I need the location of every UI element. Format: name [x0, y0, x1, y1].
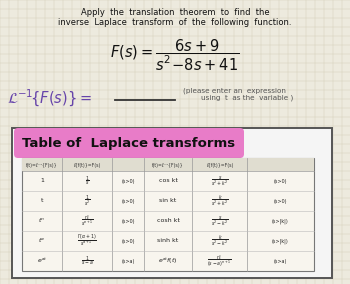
Text: $\mathcal{L}^{-1}\!\{F(s)\}=$: $\mathcal{L}^{-1}\!\{F(s)\}=$ — [7, 88, 92, 109]
Text: (s>|k|): (s>|k|) — [272, 218, 289, 224]
Text: $\frac{1}{s^2}$: $\frac{1}{s^2}$ — [84, 193, 90, 208]
Text: (s>0): (s>0) — [121, 218, 135, 224]
Text: sinh kt: sinh kt — [158, 239, 178, 243]
FancyBboxPatch shape — [14, 128, 244, 158]
Text: (s>0): (s>0) — [121, 199, 135, 204]
Text: (s>0): (s>0) — [274, 199, 287, 204]
Text: f(t)=ℓ⁻¹{F(s)}: f(t)=ℓ⁻¹{F(s)} — [152, 162, 184, 168]
Text: cosh kt: cosh kt — [156, 218, 180, 224]
Text: inverse  Laplace  transform  of  the  following  function.: inverse Laplace transform of the followi… — [58, 18, 292, 27]
Text: t: t — [41, 199, 43, 204]
Text: $F(s)=\dfrac{6s+9}{s^2\!-\!8s+41}$: $F(s)=\dfrac{6s+9}{s^2\!-\!8s+41}$ — [110, 38, 240, 73]
Text: (s>0): (s>0) — [121, 239, 135, 243]
Text: $e^{at}f(t)$: $e^{at}f(t)$ — [158, 256, 178, 266]
Text: (s>a): (s>a) — [274, 258, 287, 264]
Text: ℓ{f(t)}=F(s): ℓ{f(t)}=F(s) — [73, 162, 101, 168]
Text: $\frac{k}{s^2+k^2}$: $\frac{k}{s^2+k^2}$ — [211, 193, 229, 208]
Text: Table of  Laplace transforms: Table of Laplace transforms — [22, 137, 236, 150]
Text: $\frac{1}{s-a}$: $\frac{1}{s-a}$ — [80, 254, 93, 268]
Text: $\frac{1}{s}$: $\frac{1}{s}$ — [84, 174, 90, 188]
Text: (s>a): (s>a) — [121, 258, 135, 264]
Text: $e^{at}$: $e^{at}$ — [37, 256, 47, 266]
Text: $\frac{s}{s^2-k^2}$: $\frac{s}{s^2-k^2}$ — [211, 214, 229, 228]
Text: Apply  the  translation  theorem  to  find  the: Apply the translation theorem to find th… — [81, 8, 269, 17]
FancyBboxPatch shape — [12, 128, 332, 278]
Text: $\frac{s}{s^2+k^2}$: $\frac{s}{s^2+k^2}$ — [211, 174, 229, 188]
Text: cos kt: cos kt — [159, 179, 177, 183]
Text: $\frac{k}{s^2-k^2}$: $\frac{k}{s^2-k^2}$ — [211, 233, 229, 248]
Text: (please enter an  expression
        using  t  as the  variable ): (please enter an expression using t as t… — [183, 87, 293, 101]
Text: (s>|k|): (s>|k|) — [272, 238, 289, 244]
FancyBboxPatch shape — [22, 158, 314, 171]
Text: (s>0): (s>0) — [274, 179, 287, 183]
Text: (s>0): (s>0) — [121, 179, 135, 183]
Text: f(t)=ℓ⁻¹{F(s)}: f(t)=ℓ⁻¹{F(s)} — [26, 162, 58, 168]
Text: $t^n$: $t^n$ — [38, 217, 46, 225]
Text: sin kt: sin kt — [159, 199, 177, 204]
FancyBboxPatch shape — [22, 158, 314, 271]
Text: $\frac{\Gamma(\alpha+1)}{s^{\alpha+1}}$: $\frac{\Gamma(\alpha+1)}{s^{\alpha+1}}$ — [77, 233, 97, 249]
Text: $\frac{n!}{s^{n+1}}$: $\frac{n!}{s^{n+1}}$ — [80, 214, 93, 229]
Text: $t^\alpha$: $t^\alpha$ — [38, 237, 46, 245]
Text: 1: 1 — [40, 179, 44, 183]
Text: ℓ{f(t)}=F(s): ℓ{f(t)}=F(s) — [206, 162, 233, 168]
Text: $\frac{n!}{(s-a)^{n+1}}$: $\frac{n!}{(s-a)^{n+1}}$ — [207, 253, 232, 269]
